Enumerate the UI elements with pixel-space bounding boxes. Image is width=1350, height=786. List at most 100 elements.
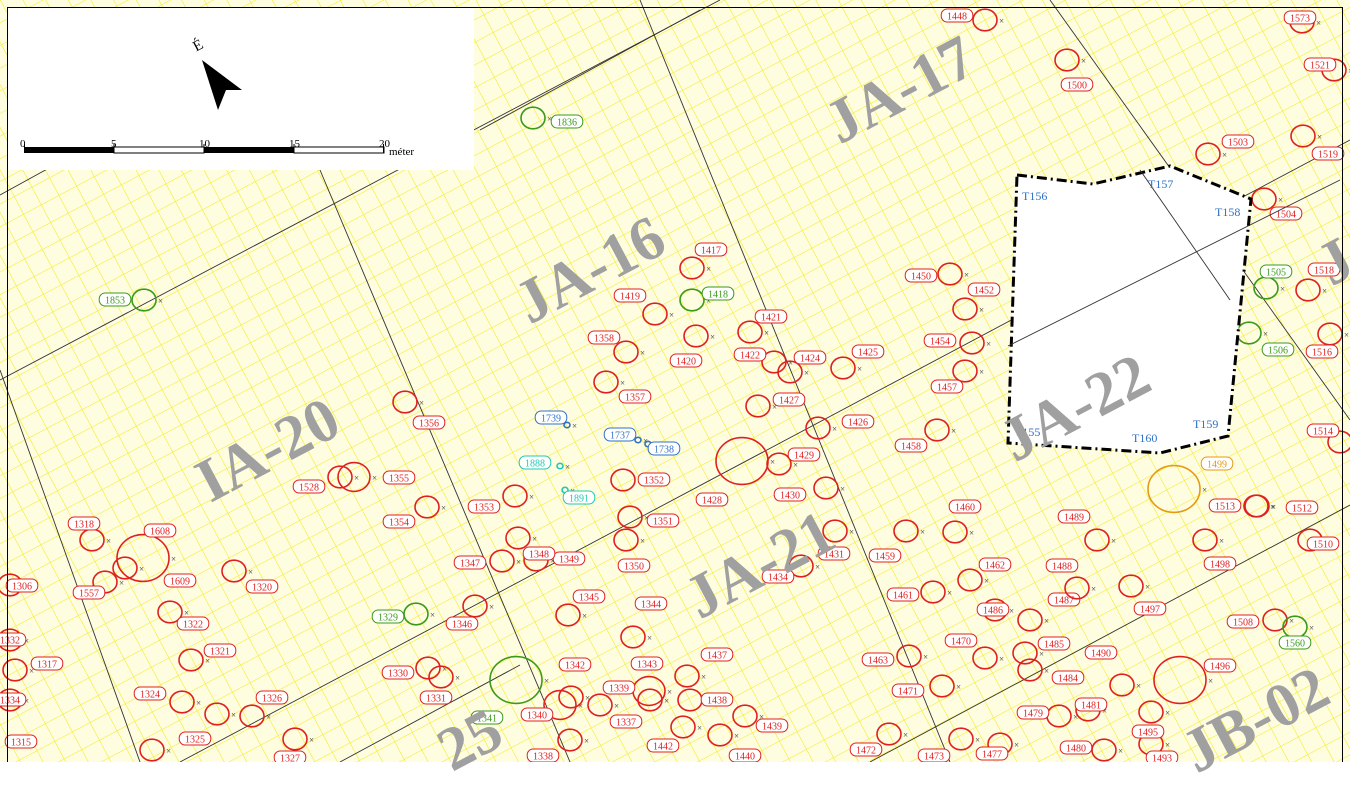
feature-blue-1739[interactable]: × 1739	[534, 410, 577, 431]
feature-red-1462[interactable]: × 1462	[957, 557, 1012, 592]
feature-red-1347[interactable]: × 1347	[453, 549, 521, 573]
feature-red-1351[interactable]: × 1351	[617, 505, 680, 529]
feature-red-1350[interactable]: × 1350	[613, 528, 651, 573]
feature-red-1438[interactable]: ×1438	[677, 688, 734, 712]
feature-red-1331[interactable]: × 1331	[419, 665, 460, 705]
feature-red-1338[interactable]: × 1338	[526, 728, 589, 762]
feature-red-1477[interactable]: ×1477	[975, 732, 1019, 761]
feature-red-1322[interactable]: × 1322	[157, 600, 210, 631]
feature-red-1355[interactable]: × 1355	[337, 461, 416, 493]
feature-red-1510[interactable]: ×1510	[1297, 528, 1340, 552]
excavation-map[interactable]: ×1448 ×1573 ×1500 ×1521 ×1503 ×1519 ×1504 ×1417…	[0, 0, 1350, 762]
feature-red-1339[interactable]: × 1339	[587, 680, 636, 717]
feature-red-1353[interactable]: × 1353	[467, 484, 534, 514]
feature-red-1337[interactable]: × 1337	[609, 688, 669, 729]
feature-red-1426[interactable]: × 1426	[805, 414, 875, 440]
feature-red-1489[interactable]: × 1489	[1057, 509, 1116, 552]
feature-red-1320[interactable]: × 1320	[221, 559, 279, 594]
feature-green-1341[interactable]: × 1341	[470, 655, 549, 725]
feature-red-1516[interactable]: × 1516	[1305, 322, 1349, 359]
feature-red-1345[interactable]: × 1345	[555, 589, 606, 627]
feature-red-1315[interactable]: × 1315	[4, 734, 171, 762]
feature-red-1357[interactable]: ×1357	[593, 370, 652, 404]
feature-green-1329[interactable]: × 1329	[371, 602, 435, 626]
feature-cyan-1891[interactable]: ×1891	[561, 486, 596, 505]
feature-red-1424[interactable]: × 1424	[777, 350, 827, 384]
feature-red-1481[interactable]: ×1481	[1074, 697, 1108, 722]
feature-red-1434[interactable]: × 1434	[761, 554, 820, 584]
feature-red-1504[interactable]: × 1504	[1251, 187, 1303, 221]
feature-red-1450[interactable]: × 1450	[904, 262, 969, 286]
feature-red-1608[interactable]: × 1608	[116, 523, 177, 583]
feature-red-1420[interactable]: × 1420	[669, 324, 715, 368]
feature-red-1325[interactable]: × 1325	[178, 702, 236, 746]
feature-blue-1738[interactable]: ×1738	[644, 440, 681, 456]
feature-red-1421[interactable]: × 1421	[737, 309, 788, 344]
feature-red-1495[interactable]: × 1495	[1131, 700, 1170, 739]
feature-red-1454[interactable]: × 1454	[923, 331, 991, 355]
feature-red-1417[interactable]: × 1417	[679, 242, 728, 280]
feature-red-1326[interactable]: × 1326	[239, 690, 289, 728]
feature-red-1354[interactable]: × 1354	[382, 495, 446, 529]
feature-red-1358[interactable]: × 1358	[587, 330, 645, 364]
feature-red-1440[interactable]: × 1440	[707, 723, 762, 762]
feature-red-1518[interactable]: × 1518	[1295, 262, 1341, 302]
feature-red-1461[interactable]: × 1461	[886, 580, 952, 604]
feature-orange-1499[interactable]: × 1499	[1147, 456, 1234, 514]
feature-red-1306[interactable]: ×1306	[0, 573, 39, 597]
feature-red-1514[interactable]: ×1514	[1306, 423, 1350, 454]
feature-red-1519[interactable]: × 1519	[1290, 124, 1345, 161]
feature-red-1442[interactable]: × 1442	[646, 715, 702, 753]
feature-red-1496[interactable]: × 1496	[1153, 655, 1237, 705]
feature-red-1470[interactable]: × 1470	[944, 633, 1004, 670]
feature-red-1459[interactable]: × 1459	[868, 519, 925, 563]
feature-red-1485[interactable]: ×1485	[1012, 636, 1071, 665]
feature-red-1324[interactable]: × 1324	[133, 686, 201, 714]
feature-red-1513[interactable]: × 1513	[1208, 494, 1276, 518]
feature-red-1488[interactable]: × 1488	[1045, 558, 1096, 600]
feature-red-1332[interactable]: × 1332	[0, 628, 29, 652]
feature-red-1348[interactable]: × 1348	[505, 526, 556, 561]
feature-red-1430[interactable]: × 1430	[773, 476, 845, 502]
feature-red-1472[interactable]: × 1472	[849, 722, 908, 757]
feature-green-1418[interactable]: ×1418	[679, 286, 735, 312]
feature-red-1557[interactable]: × 1557	[72, 570, 124, 600]
feature-red-1330[interactable]: × 1330	[381, 656, 447, 680]
feature-red-1500[interactable]: × 1500	[1054, 48, 1094, 92]
feature-red-1479[interactable]: × 1479	[1016, 704, 1078, 728]
feature-red-1498[interactable]: × 1498	[1192, 528, 1237, 571]
feature-red-1484[interactable]: × 1484	[1017, 658, 1085, 685]
feature-red-1521[interactable]: × 1521	[1303, 57, 1350, 82]
feature-red-1352[interactable]: ×1352	[610, 468, 671, 492]
feature-cyan-1888[interactable]: × 1888	[518, 455, 570, 472]
feature-red-1431[interactable]: × 1431	[817, 519, 854, 561]
feature-red-1427[interactable]: ×1427	[745, 392, 806, 418]
feature-green-1505[interactable]: × 1505	[1253, 264, 1293, 300]
feature-red-1321[interactable]: ×1321	[178, 643, 237, 672]
feature-red-1480[interactable]: × 1480	[1059, 738, 1123, 762]
feature-red-1458[interactable]: × 1458	[894, 418, 956, 453]
feature-green-1560[interactable]: × 1560	[1278, 615, 1314, 650]
feature-red-1463[interactable]: × 1463	[861, 644, 928, 668]
feature-red-1317[interactable]: ×1317	[2, 656, 64, 682]
feature-red-1448[interactable]: × 1448	[940, 8, 1004, 32]
feature-red-1342[interactable]: × 1342	[558, 657, 592, 709]
feature-red-1344[interactable]: × 1344	[620, 596, 668, 649]
feature-red-1419[interactable]: × 1419	[613, 288, 674, 326]
feature-red-1356[interactable]: × 1356	[392, 390, 446, 430]
feature-red-1503[interactable]: ×1503	[1195, 134, 1255, 166]
feature-red-1609[interactable]: × 1609	[112, 556, 197, 588]
feature-blue-1737[interactable]: × 1737	[603, 427, 648, 446]
feature-green-1836[interactable]: × 1836	[520, 106, 584, 130]
feature-red-1346[interactable]: × 1346	[445, 594, 494, 631]
feature-red-1528[interactable]: × 1528	[292, 465, 359, 494]
feature-red-1334[interactable]: × 1334	[0, 688, 29, 712]
feature-red-1471[interactable]: × 1471	[891, 674, 961, 698]
feature-red-1486[interactable]: × 1486	[976, 598, 1014, 622]
feature-red-1340[interactable]: × 1340	[520, 689, 583, 722]
feature-red-1573[interactable]: × 1573	[1283, 10, 1321, 34]
feature-red-1457[interactable]: × 1457	[930, 359, 984, 394]
feature-red-1429[interactable]: ×1429	[766, 447, 821, 476]
feature-red-1497[interactable]: × 1497	[1118, 574, 1167, 616]
feature-green-1853[interactable]: × 1853	[98, 288, 163, 312]
